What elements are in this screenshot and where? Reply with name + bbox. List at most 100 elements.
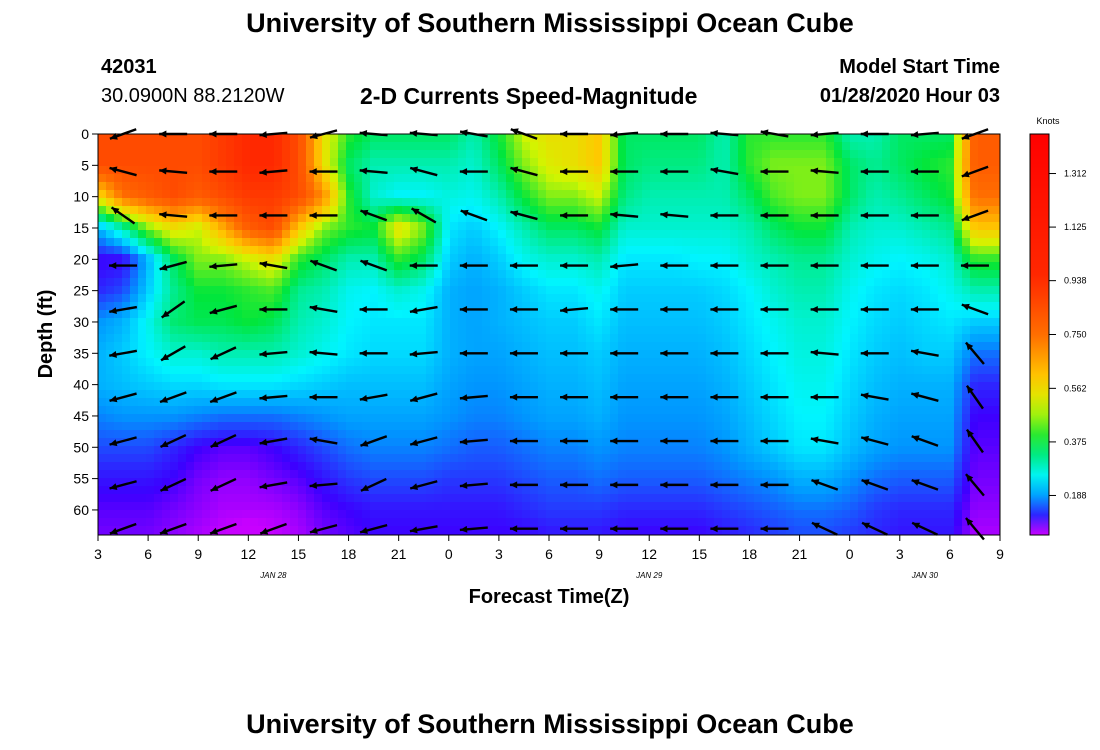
heatmap-cell — [522, 214, 531, 223]
heatmap-cell — [354, 366, 363, 375]
heatmap-cell — [914, 190, 923, 199]
heatmap-cell — [202, 430, 211, 439]
heatmap-cell — [146, 486, 155, 495]
heatmap-cell — [98, 470, 107, 479]
heatmap-cell — [514, 222, 523, 231]
heatmap-cell — [114, 158, 123, 167]
heatmap-cell — [290, 406, 299, 415]
heatmap-cell — [690, 382, 699, 391]
heatmap-cell — [722, 382, 731, 391]
heatmap-cell — [594, 398, 603, 407]
heatmap-cell — [514, 302, 523, 311]
heatmap-cell — [666, 142, 675, 151]
heatmap-cell — [570, 366, 579, 375]
heatmap-cell — [258, 478, 267, 487]
heatmap-cell — [138, 430, 147, 439]
heatmap-cell — [954, 214, 963, 223]
heatmap-cell — [314, 190, 323, 199]
heatmap-cell — [98, 142, 107, 151]
heatmap-cell — [482, 278, 491, 287]
station-coordinates: 30.0900N 88.2120W — [101, 85, 285, 107]
heatmap-cell — [362, 222, 371, 231]
heatmap-cell — [130, 422, 139, 431]
heatmap-cell — [154, 182, 163, 191]
heatmap-cell — [354, 198, 363, 207]
heatmap-cell — [242, 222, 251, 231]
heatmap-cell — [482, 454, 491, 463]
heatmap-cell — [578, 374, 587, 383]
heatmap-cell — [514, 342, 523, 351]
heatmap-cell — [818, 462, 827, 471]
heatmap-cell — [330, 374, 339, 383]
heatmap-cell — [330, 270, 339, 279]
heatmap-cell — [754, 294, 763, 303]
heatmap-cell — [834, 414, 843, 423]
heatmap-cell — [778, 206, 787, 215]
heatmap-cell — [794, 374, 803, 383]
heatmap-cell — [154, 206, 163, 215]
heatmap-cell — [762, 270, 771, 279]
heatmap-cell — [242, 430, 251, 439]
heatmap-cell — [242, 414, 251, 423]
heatmap-cell — [530, 190, 539, 199]
heatmap-cell — [234, 214, 243, 223]
heatmap-cell — [778, 158, 787, 167]
heatmap-cell — [186, 478, 195, 487]
heatmap-cell — [170, 150, 179, 159]
heatmap-cell — [554, 150, 563, 159]
heatmap-cell — [730, 150, 739, 159]
heatmap-cell — [450, 150, 459, 159]
heatmap-cell — [810, 238, 819, 247]
heatmap-cell — [706, 254, 715, 263]
heatmap-cell — [826, 454, 835, 463]
heatmap-cell — [954, 190, 963, 199]
heatmap-cell — [930, 358, 939, 367]
heatmap-cell — [690, 310, 699, 319]
heatmap-cell — [458, 246, 467, 255]
heatmap-cell — [906, 462, 915, 471]
heatmap-cell — [898, 438, 907, 447]
heatmap-cell — [722, 190, 731, 199]
heatmap-cell — [138, 230, 147, 239]
heatmap-cell — [794, 350, 803, 359]
heatmap-cell — [434, 150, 443, 159]
heatmap-cell — [186, 358, 195, 367]
heatmap-cell — [218, 390, 227, 399]
heatmap-cell — [122, 374, 131, 383]
heatmap-cell — [594, 302, 603, 311]
heatmap-cell — [290, 166, 299, 175]
heatmap-cell — [810, 326, 819, 335]
heatmap-cell — [898, 374, 907, 383]
heatmap-cell — [410, 310, 419, 319]
heatmap-cell — [954, 222, 963, 231]
heatmap-cell — [690, 150, 699, 159]
heatmap-cell — [226, 486, 235, 495]
heatmap-cell — [818, 222, 827, 231]
heatmap-cell — [410, 390, 419, 399]
heatmap-cell — [546, 166, 555, 175]
heatmap-cell — [626, 446, 635, 455]
heatmap-cell — [770, 470, 779, 479]
heatmap-cell — [874, 206, 883, 215]
heatmap-cell — [578, 294, 587, 303]
heatmap-cell — [474, 358, 483, 367]
heatmap-cell — [698, 430, 707, 439]
heatmap-cell — [434, 310, 443, 319]
heatmap-cell — [666, 190, 675, 199]
heatmap-cell — [234, 246, 243, 255]
heatmap-cell — [546, 334, 555, 343]
heatmap-cell — [874, 454, 883, 463]
heatmap-cell — [314, 430, 323, 439]
heatmap-cell — [282, 270, 291, 279]
heatmap-cell — [298, 310, 307, 319]
heatmap-cell — [530, 150, 539, 159]
heatmap-cell — [818, 134, 827, 143]
heatmap-cell — [778, 478, 787, 487]
heatmap-cell — [178, 166, 187, 175]
heatmap-cell — [618, 142, 627, 151]
heatmap-cell — [786, 358, 795, 367]
heatmap-cell — [490, 326, 499, 335]
heatmap-cell — [322, 166, 331, 175]
heatmap-cell — [914, 198, 923, 207]
heatmap-cell — [906, 350, 915, 359]
